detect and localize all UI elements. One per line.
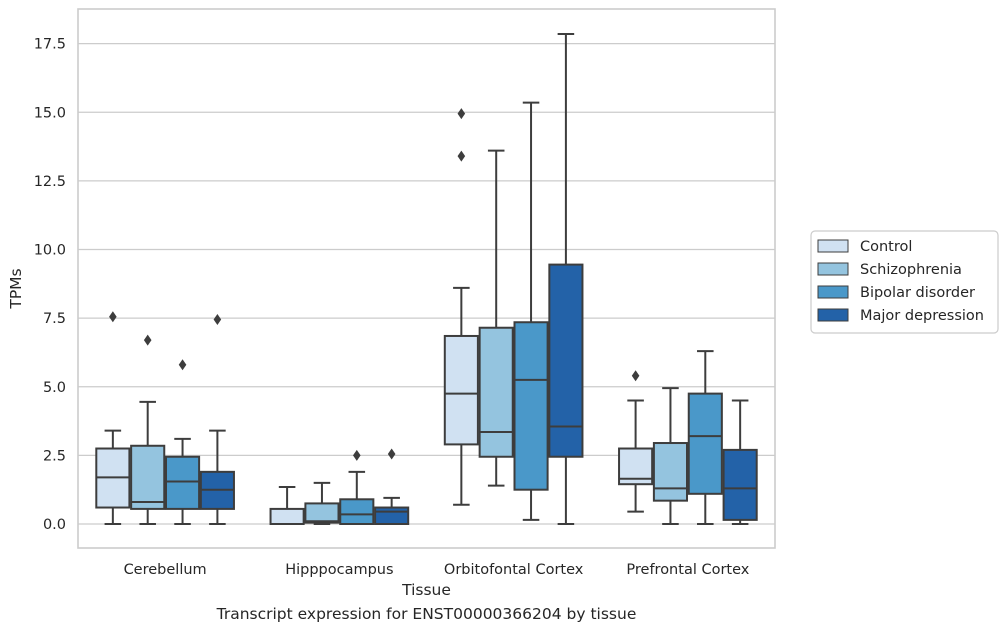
- box-iqr: [722, 448, 758, 521]
- chart-caption: Transcript expression for ENST0000036620…: [216, 605, 637, 623]
- outlier-point: [178, 359, 187, 371]
- box-iqr: [548, 263, 584, 458]
- y-tick-label: 2.5: [43, 448, 66, 464]
- y-tick-label: 0.0: [43, 517, 66, 533]
- outlier-point: [387, 448, 396, 460]
- box-3-2: [687, 350, 723, 525]
- box-2-2: [513, 101, 549, 521]
- y-axis-ticks: 0.0 2.5 5.0 7.5 10.0 12.5 15.0 17.5: [34, 37, 66, 533]
- box-iqr: [478, 326, 514, 458]
- legend-label: Major depression: [860, 308, 984, 324]
- y-tick-label: 12.5: [34, 174, 66, 190]
- box-0-3: [199, 313, 235, 525]
- box-1-2: [339, 449, 375, 526]
- box-0-1: [130, 334, 166, 525]
- box-1-1: [304, 481, 340, 525]
- box-iqr: [443, 334, 479, 446]
- box-iqr: [339, 498, 375, 526]
- box-iqr: [513, 321, 549, 491]
- box-2-3: [548, 33, 584, 525]
- box-2-0: [443, 108, 479, 506]
- box-iqr: [269, 507, 305, 525]
- legend-swatch: [817, 262, 849, 276]
- box-iqr: [304, 502, 340, 524]
- box-0-0: [95, 311, 131, 525]
- outlier-point: [353, 449, 361, 461]
- x-tick-label: Hipppocampus: [285, 562, 393, 578]
- y-tick-label: 17.5: [34, 37, 66, 53]
- plot-frame: [77, 8, 776, 549]
- box-0-2: [164, 359, 201, 525]
- box-iqr: [130, 444, 166, 510]
- outlier-point: [213, 313, 222, 325]
- legend-swatch: [817, 285, 849, 299]
- x-tick-label: Orbitofontal Cortex: [444, 562, 584, 578]
- x-axis-label: Tissue: [401, 581, 451, 599]
- box-iqr: [374, 506, 410, 525]
- y-axis-label: TPMs: [7, 268, 25, 309]
- box-iqr: [164, 455, 201, 510]
- outlier-point: [143, 334, 152, 346]
- outlier-point: [457, 108, 466, 120]
- legend-swatch: [817, 308, 849, 322]
- box-iqr: [652, 442, 689, 502]
- box-3-1: [652, 387, 689, 525]
- legend-label: Bipolar disorder: [860, 285, 975, 301]
- legend-swatch: [817, 239, 849, 253]
- legend-label: Schizophrenia: [860, 262, 962, 278]
- legend: Control Schizophrenia Bipolar disorder Majo…: [810, 230, 999, 334]
- grid-lines: [78, 43, 775, 525]
- x-axis-ticks: Cerebellum Hipppocampus Orbitofontal Corte…: [124, 562, 750, 578]
- legend-label: Control: [860, 239, 912, 255]
- y-tick-label: 15.0: [34, 105, 66, 121]
- outlier-point: [109, 311, 117, 323]
- box-1-0: [269, 485, 305, 525]
- box-3-0: [618, 370, 654, 513]
- box-1-3: [374, 448, 410, 525]
- y-tick-label: 7.5: [43, 311, 66, 327]
- box-iqr: [687, 392, 723, 495]
- y-tick-label: 5.0: [43, 380, 66, 396]
- box-2-1: [478, 149, 514, 487]
- outlier-point: [457, 150, 466, 162]
- box-plot-series: [95, 33, 758, 526]
- x-tick-label: Prefrontal Cortex: [626, 562, 749, 578]
- legend-box: [810, 230, 999, 334]
- outlier-point: [631, 370, 640, 382]
- box-3-3: [722, 399, 758, 525]
- x-tick-label: Cerebellum: [124, 562, 207, 578]
- y-tick-label: 10.0: [34, 243, 66, 259]
